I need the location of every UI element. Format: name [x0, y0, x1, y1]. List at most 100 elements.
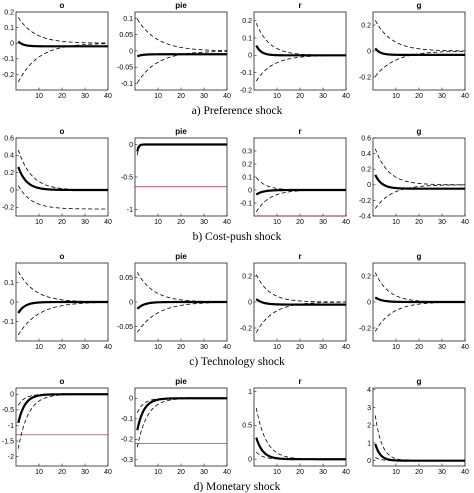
panel-title: g — [417, 377, 422, 386]
y-tick-label: 0 — [367, 182, 371, 189]
panel-title: pie — [175, 252, 187, 261]
x-tick-label: 20 — [415, 469, 423, 476]
lower-band-line — [374, 184, 465, 209]
upper-band-line — [17, 271, 108, 303]
plot-frame — [253, 137, 347, 217]
y-tick-label: 0 — [367, 299, 371, 306]
x-tick-label: 20 — [58, 93, 66, 100]
y-tick-label: -0.5 — [2, 407, 14, 414]
y-tick-label: 0.2 — [242, 161, 252, 168]
y-tick-label: 0.1 — [4, 25, 14, 32]
y-tick-label: -0.1 — [2, 319, 14, 326]
lower-band-line — [374, 50, 466, 77]
x-tick-label: 10 — [35, 344, 43, 351]
y-tick-label: 2 — [367, 423, 371, 430]
panel-o: o 10 20 30 40 -0.2 0 0.2 0.4 0.6 — [2, 127, 112, 226]
y-tick-label: -0.1 — [240, 200, 252, 207]
x-tick-label: 30 — [81, 219, 89, 226]
x-tick-label: 20 — [177, 219, 185, 226]
x-tick-label: 40 — [223, 469, 231, 476]
panel-title: o — [60, 1, 65, 10]
plot-frame — [134, 11, 228, 91]
x-tick-label: 30 — [81, 344, 89, 351]
y-tick-label: -0.2 — [2, 205, 14, 212]
lower-band-line — [255, 301, 346, 333]
x-tick-label: 40 — [104, 469, 112, 476]
x-tick-label: 10 — [392, 469, 400, 476]
plot-frame — [134, 137, 228, 217]
y-tick-label: 0 — [10, 41, 14, 48]
panel-r: r 10 20 30 40 0 0.5 1 — [242, 377, 350, 476]
plot-frame — [372, 137, 466, 217]
x-tick-label: 10 — [154, 93, 162, 100]
x-tick-label: 10 — [273, 469, 281, 476]
x-tick-label: 10 — [154, 344, 162, 351]
panel-g: g 10 20 30 40 0 1 2 3 4 — [367, 377, 469, 476]
x-tick-label: 30 — [438, 93, 446, 100]
x-tick-label: 10 — [273, 93, 281, 100]
x-tick-label: 20 — [296, 93, 304, 100]
lower-band-line — [17, 185, 108, 210]
y-tick-label: -0.1 — [2, 56, 14, 63]
panel-o: o 10 20 30 40 -0.2 -0.1 0 0.1 0.2 — [2, 1, 112, 100]
median-response-line — [374, 443, 465, 462]
median-response-line — [17, 40, 108, 48]
x-tick-label: 30 — [319, 219, 327, 226]
x-tick-label: 40 — [342, 344, 350, 351]
panel-title: o — [60, 252, 65, 261]
y-tick-label: -0.05 — [117, 65, 133, 72]
x-tick-label: 40 — [104, 219, 112, 226]
y-tick-label: 0.1 — [242, 35, 252, 42]
upper-band-line — [255, 177, 346, 191]
panel-pie: pie 10 20 30 40 -0.1 -0.05 0 0.05 0.1 — [117, 1, 231, 100]
x-tick-label: 20 — [58, 469, 66, 476]
y-tick-label: 0.3 — [242, 148, 252, 155]
y-tick-label: 0.2 — [4, 9, 14, 16]
y-tick-label: -0.5 — [121, 174, 133, 181]
upper-band-line — [17, 149, 108, 191]
panel-g: g 10 20 30 40 -0.2 0 0.2 — [359, 252, 469, 351]
y-tick-label: 0.2 — [361, 273, 371, 280]
caption-technology-shock: c) Technology shock — [189, 356, 285, 368]
x-tick-label: 10 — [273, 219, 281, 226]
y-tick-label: 4 — [367, 387, 371, 394]
y-tick-label: 0.2 — [4, 170, 14, 177]
lower-band-line — [255, 55, 346, 82]
lower-band-line — [136, 50, 228, 84]
y-tick-label: -0.3 — [121, 457, 133, 464]
y-tick-label: 0.6 — [4, 135, 14, 142]
y-tick-label: 0 — [367, 48, 371, 55]
plot-frame — [134, 387, 228, 467]
caption-monetary-shock: d) Monetary shock — [194, 481, 281, 493]
x-tick-label: 10 — [35, 469, 43, 476]
x-tick-label: 40 — [223, 219, 231, 226]
lower-band-line — [136, 144, 227, 156]
panel-title: pie — [175, 1, 187, 10]
caption-cost-push-shock: b) Cost-push shock — [193, 231, 282, 243]
y-tick-label: 0 — [129, 48, 133, 55]
lower-band-line — [17, 43, 109, 83]
x-tick-label: 10 — [154, 219, 162, 226]
x-tick-label: 20 — [296, 469, 304, 476]
upper-band-line — [374, 415, 465, 462]
median-response-line — [255, 44, 346, 57]
panel-title: o — [60, 127, 65, 136]
y-tick-label: -0.2 — [359, 325, 371, 332]
y-tick-label: 0.2 — [361, 22, 371, 29]
upper-band-line — [374, 20, 465, 52]
y-tick-label: -2 — [8, 454, 14, 461]
median-response-line — [255, 298, 346, 306]
median-response-line — [136, 143, 227, 152]
y-tick-label: 0.05 — [119, 32, 133, 39]
median-response-line — [136, 300, 227, 310]
y-tick-label: 0 — [248, 53, 252, 60]
x-tick-label: 30 — [319, 93, 327, 100]
upper-band-line — [374, 148, 465, 186]
panel-r: r 10 20 30 40 -0.2 -0.1 0 0.1 0.2 — [240, 1, 350, 100]
y-tick-label: 0 — [367, 458, 371, 465]
x-tick-label: 30 — [81, 469, 89, 476]
x-tick-label: 20 — [296, 344, 304, 351]
x-tick-label: 10 — [273, 344, 281, 351]
